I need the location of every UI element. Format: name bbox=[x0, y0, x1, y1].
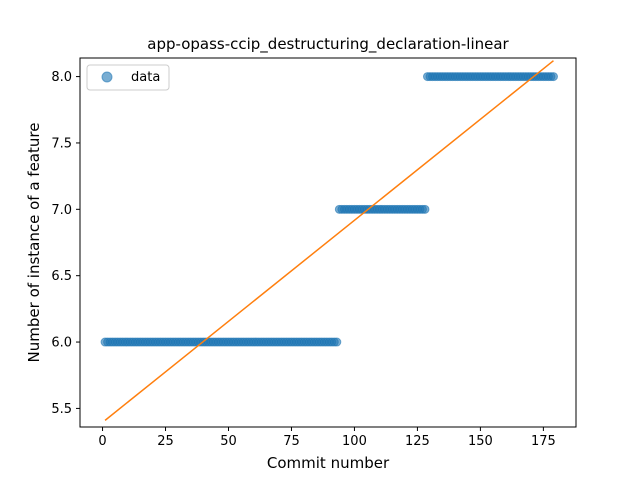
axis-ticks: 0 25 50 75 100 125 150 175 5.5 6.0 6.5 7.0 7.5 8.0 bbox=[51, 70, 555, 449]
legend-label-data: data bbox=[131, 70, 160, 85]
y-tick-label: 7.0 bbox=[51, 203, 72, 218]
y-axis-label: Number of instance of a feature bbox=[25, 123, 43, 363]
x-tick-label: 175 bbox=[531, 434, 556, 449]
x-tick-label: 75 bbox=[283, 434, 300, 449]
x-tick-label: 100 bbox=[342, 434, 367, 449]
fit-line bbox=[104, 60, 554, 421]
x-tick-label: 25 bbox=[157, 434, 174, 449]
x-tick-label: 150 bbox=[468, 434, 493, 449]
y-tick-label: 8.0 bbox=[51, 70, 72, 85]
x-axis-label: Commit number bbox=[267, 454, 390, 472]
legend-box bbox=[86, 64, 170, 91]
axes-frame bbox=[79, 57, 577, 428]
plot-area bbox=[100, 60, 558, 421]
y-tick-label: 6.0 bbox=[51, 336, 72, 351]
data-point bbox=[332, 337, 342, 347]
x-tick-label: 50 bbox=[220, 434, 237, 449]
data-point bbox=[548, 72, 558, 82]
y-tick-label: 7.5 bbox=[51, 136, 72, 151]
legend-marker-data bbox=[101, 71, 113, 83]
x-tick-label: 0 bbox=[98, 434, 106, 449]
legend: data bbox=[86, 64, 170, 91]
data-point bbox=[420, 204, 430, 214]
y-tick-label: 6.5 bbox=[51, 269, 72, 284]
chart-title: app-opass-ccip_destructuring_declaration… bbox=[147, 35, 509, 54]
y-tick-label: 5.5 bbox=[51, 402, 72, 417]
x-tick-label: 125 bbox=[405, 434, 430, 449]
